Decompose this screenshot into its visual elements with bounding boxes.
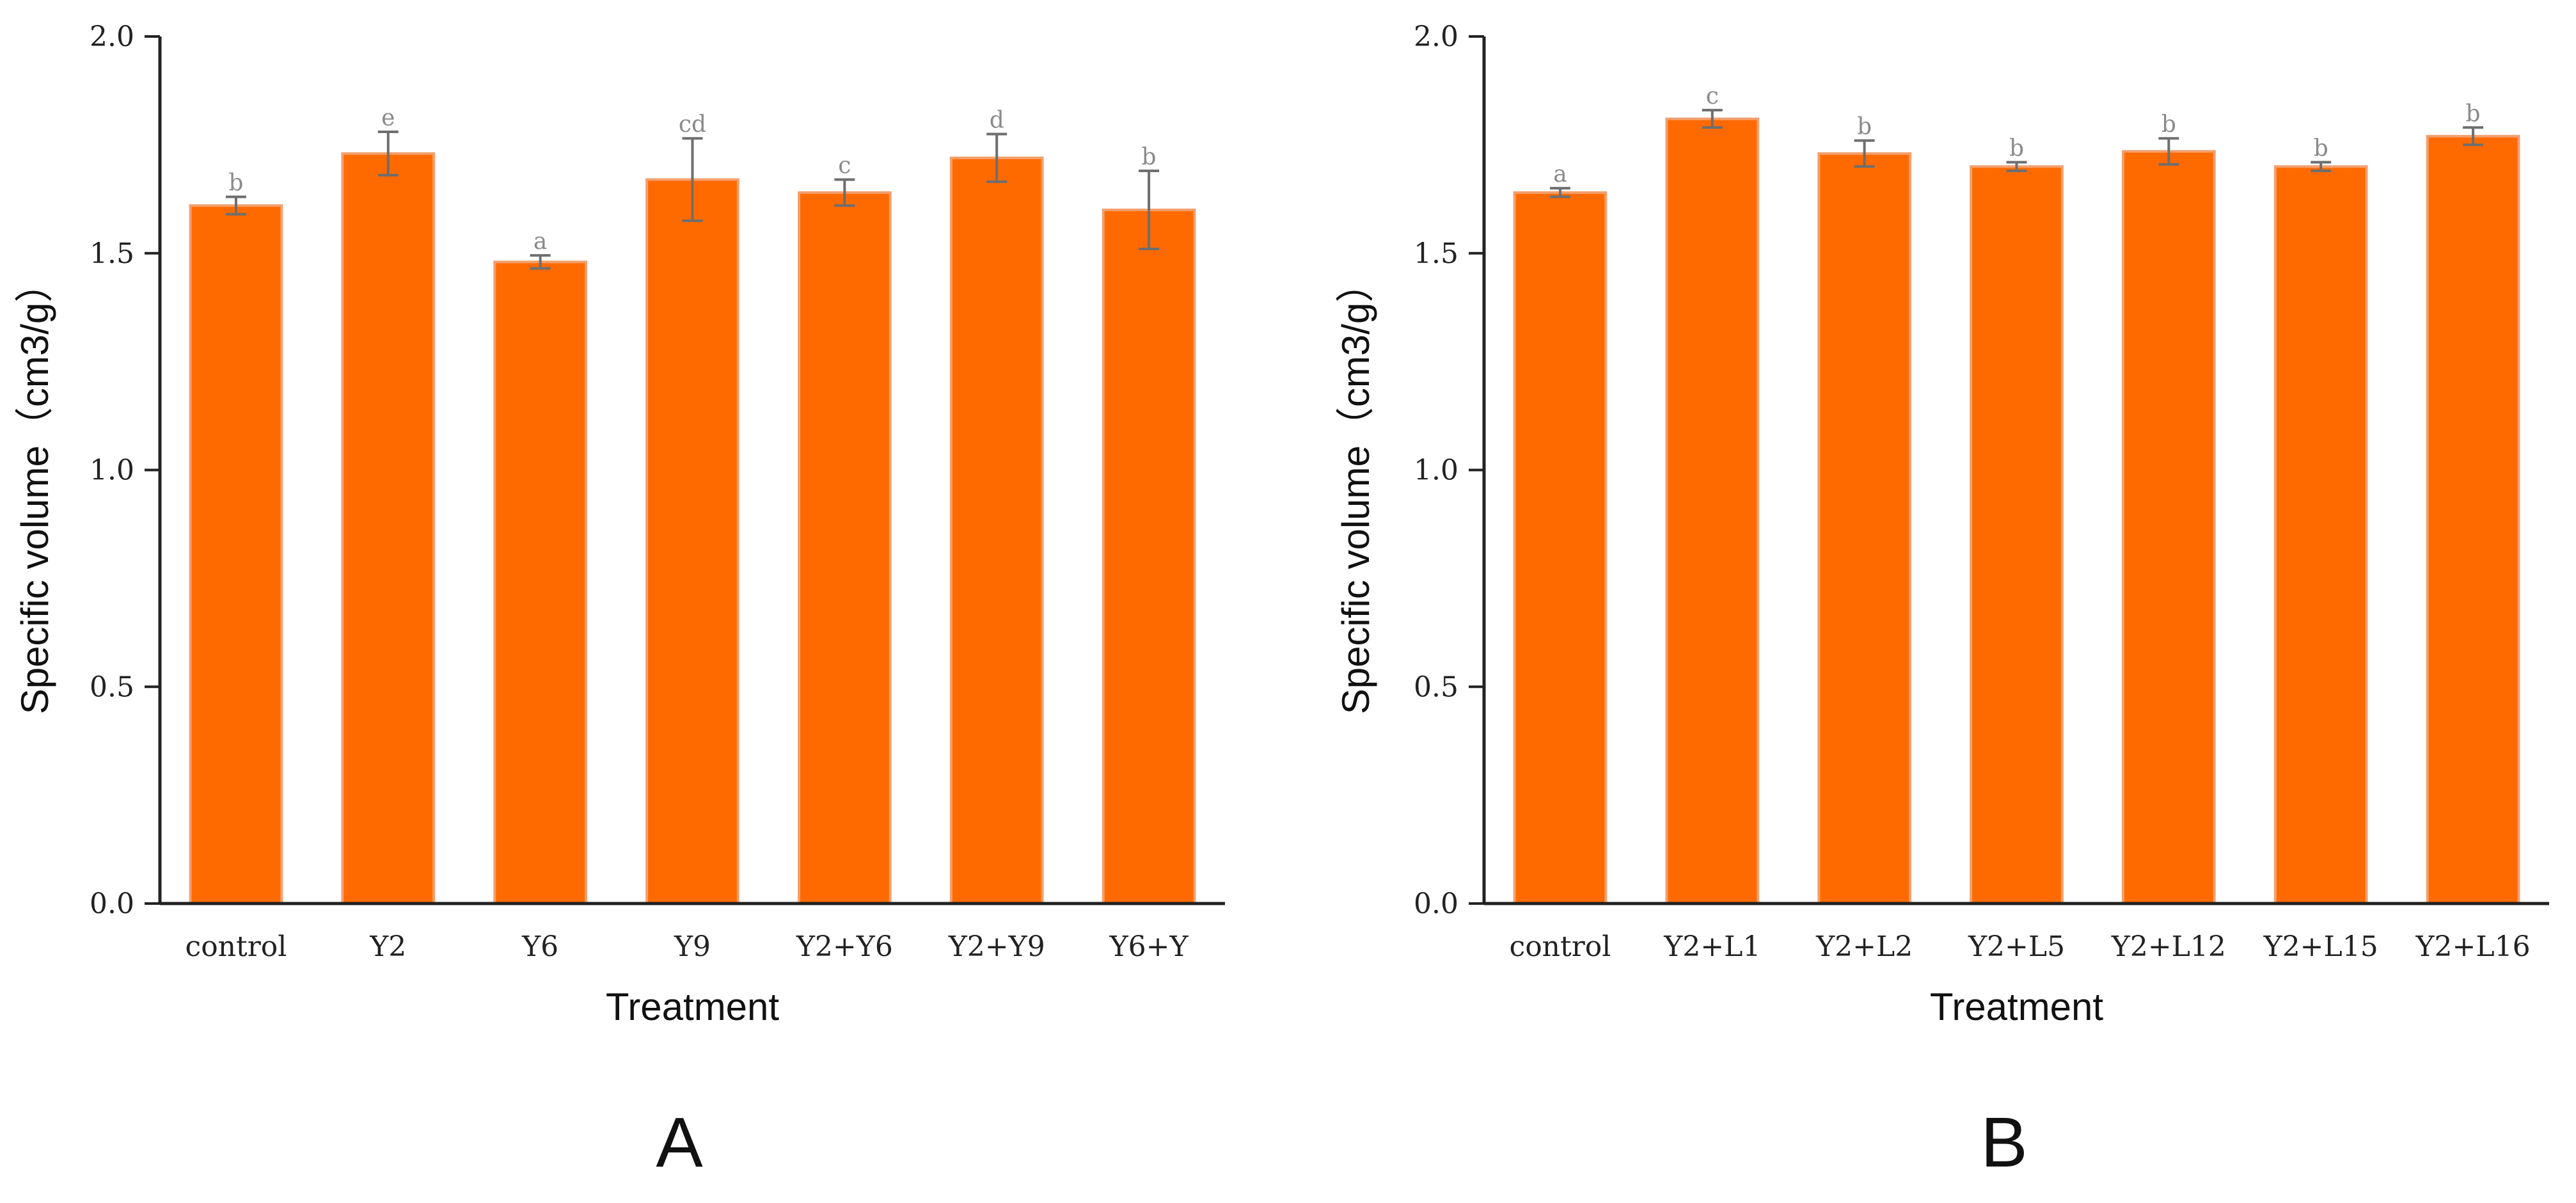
significance-label-Y2+L16: b: [2466, 100, 2481, 127]
significance-label-Y2+Y9: d: [990, 107, 1004, 133]
x-tick-label-Y6+Y: Y6+Y: [1109, 930, 1189, 963]
chart-panel-a: b control e Y2 a Y6 cd Y9 c Y2+Y6 d Y2+Y9 b Y6+Y 0.0 0.…: [13, 20, 1225, 1182]
y-axis-title: Specific volume（cm3/g）: [13, 264, 56, 715]
bar-control: [1513, 191, 1608, 905]
significance-label-Y2+L15: b: [2314, 135, 2328, 161]
x-tick-label-Y2+L5: Y2+L5: [1968, 930, 2065, 963]
bar-Y2+L5: [1970, 165, 2064, 905]
y-tick-label-4: 2.0: [90, 20, 134, 53]
bar-control: [189, 204, 283, 905]
significance-label-Y9: cd: [679, 111, 706, 138]
significance-label-Y2+L12: b: [2161, 111, 2176, 138]
bar-Y2+Y6: [798, 191, 892, 905]
significance-label-Y2: e: [381, 105, 395, 131]
y-tick-label-3: 1.5: [90, 237, 134, 270]
x-tick-label-Y2+L12: Y2+L12: [2111, 930, 2226, 963]
y-tick-label-3: 1.5: [1414, 237, 1458, 270]
x-tick-label-Y2+Y9: Y2+Y9: [948, 930, 1045, 963]
y-tick-label-0: 0.0: [90, 888, 134, 920]
x-tick-label-control: control: [1510, 930, 1611, 963]
panel-label: B: [1980, 1103, 2027, 1182]
y-axis-title: Specific volume（cm3/g）: [1334, 264, 1377, 715]
significance-label-control: a: [1553, 161, 1567, 187]
bar-Y2+L1: [1665, 117, 1760, 905]
y-tick-label-2: 1.0: [1414, 454, 1458, 487]
bar-Y2+L16: [2426, 134, 2520, 905]
y-tick-label-2: 1.0: [90, 454, 134, 487]
panel-label: A: [656, 1103, 703, 1182]
x-axis-title: Treatment: [606, 985, 780, 1028]
bar-Y2+L12: [2122, 150, 2216, 905]
y-tick-label-0: 0.0: [1414, 888, 1458, 920]
y-tick-label-1: 0.5: [90, 671, 134, 703]
x-tick-label-Y2: Y2: [369, 930, 406, 963]
x-tick-label-Y6: Y6: [521, 930, 558, 963]
x-tick-label-Y2+L2: Y2+L2: [1815, 930, 1913, 963]
x-axis-title: Treatment: [1930, 985, 2104, 1028]
x-tick-label-Y9: Y9: [674, 930, 711, 963]
bar-Y2+Y9: [949, 156, 1044, 905]
bar-Y6: [493, 260, 587, 905]
x-tick-label-Y2+L16: Y2+L16: [2415, 930, 2531, 963]
bar-Y6+Y: [1102, 209, 1196, 905]
x-tick-label-control: control: [186, 930, 287, 963]
y-tick-label-4: 2.0: [1414, 20, 1458, 53]
significance-label-Y2+L5: b: [2009, 135, 2024, 161]
significance-label-Y6: a: [533, 228, 547, 255]
x-tick-label-Y2+Y6: Y2+Y6: [796, 930, 893, 963]
significance-label-Y2+Y6: c: [838, 153, 851, 179]
significance-label-control: b: [228, 170, 243, 196]
bar-Y2: [341, 152, 436, 905]
bar-Y2+L2: [1817, 152, 1911, 905]
x-tick-label-Y2+L15: Y2+L15: [2263, 930, 2378, 963]
significance-label-Y2+L2: b: [1857, 114, 1872, 140]
bar-Y2+L15: [2273, 165, 2368, 905]
y-tick-label-1: 0.5: [1414, 671, 1458, 703]
chart-panel-b: a control c Y2+L1 b Y2+L2 b Y2+L5 b Y2+L12 b Y2+L15…: [1334, 20, 2549, 1182]
significance-label-Y6+Y: b: [1142, 144, 1157, 170]
significance-label-Y2+L1: c: [1706, 83, 1719, 109]
x-tick-label-Y2+L1: Y2+L1: [1663, 930, 1760, 963]
bar-Y9: [645, 178, 739, 905]
